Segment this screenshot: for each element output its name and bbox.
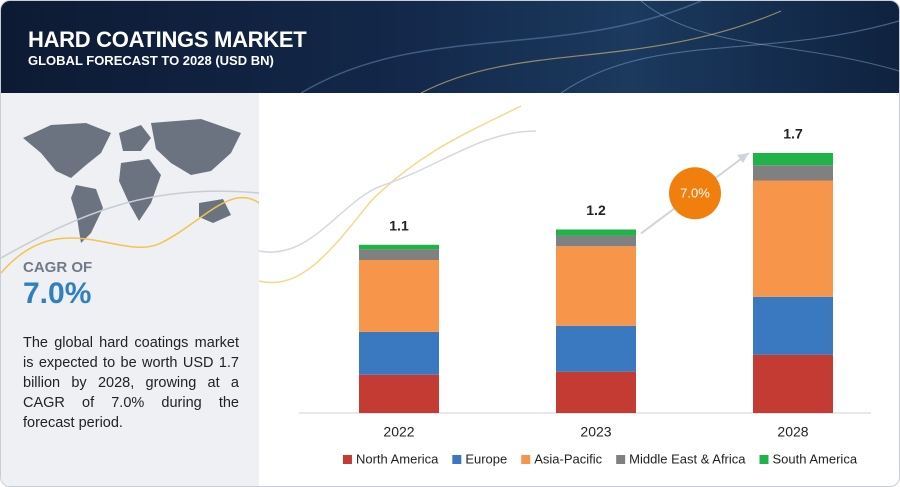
south-america <box>71 185 103 243</box>
bar-segment <box>359 249 439 261</box>
bar-segment <box>556 371 636 413</box>
legend-swatch <box>342 455 352 464</box>
decor-line <box>1 196 259 274</box>
decor-line <box>420 10 782 93</box>
title: HARD COATINGS MARKET <box>28 27 307 52</box>
legend-label: Middle East & Africa <box>629 451 746 466</box>
header-decor <box>300 1 899 93</box>
bar-segment <box>753 180 833 297</box>
decor-line <box>258 130 537 253</box>
bar-segment <box>753 296 833 355</box>
decor-line <box>300 1 702 93</box>
total-label: 1.2 <box>586 202 606 218</box>
asia <box>151 119 241 175</box>
legend-swatch <box>616 455 626 464</box>
bar-segment <box>556 246 636 326</box>
legend-swatch <box>452 455 462 464</box>
total-label: 1.7 <box>783 126 803 142</box>
bar-segment <box>359 374 439 413</box>
legend-label: North America <box>356 451 439 466</box>
bar-segment <box>753 165 833 181</box>
cagr-label: CAGR OF <box>23 259 93 276</box>
bar-segment <box>556 229 636 236</box>
bar-segment <box>359 260 439 332</box>
legend-label: Europe <box>465 451 507 466</box>
x-tick-label: 2028 <box>777 424 808 440</box>
bar-segment <box>556 235 636 247</box>
description: The global hard coatings market is expec… <box>23 335 239 431</box>
subtitle: GLOBAL FORECAST TO 2028 (USD BN) <box>28 53 274 68</box>
legend-swatch <box>759 455 769 464</box>
bar-segment <box>359 331 439 375</box>
decor-line <box>560 20 899 93</box>
africa <box>119 159 161 221</box>
bar-segment <box>359 244 439 250</box>
decor-line <box>1 190 259 259</box>
decor-line <box>258 105 522 284</box>
bar-segment <box>556 325 636 372</box>
cagr-bubble <box>669 167 721 220</box>
header: HARD COATINGS MARKET GLOBAL FORECAST TO … <box>1 1 899 93</box>
continents <box>23 119 241 243</box>
world-map <box>1 119 259 274</box>
x-tick-label: 2023 <box>580 424 611 440</box>
arrow-head <box>737 153 749 163</box>
legend-swatch <box>521 455 531 464</box>
north-america <box>23 123 111 178</box>
bar-segment <box>753 354 833 413</box>
annotation: 7.0% <box>680 186 710 201</box>
bar-segment <box>753 153 833 166</box>
australia <box>199 199 231 223</box>
europe <box>119 125 151 151</box>
total-label: 1.1 <box>389 217 409 233</box>
legend: North America Europe Asia-Pacific Middle Ea… <box>342 451 858 466</box>
legend-label: South America <box>773 451 858 466</box>
sidebar: CAGR OF 7.0% The global hard coatings ma… <box>1 93 259 486</box>
decor-line <box>640 1 899 72</box>
legend-label: Asia-Pacific <box>534 451 602 466</box>
x-tick-label: 2022 <box>383 424 414 440</box>
cagr-value: 7.0% <box>23 277 92 310</box>
